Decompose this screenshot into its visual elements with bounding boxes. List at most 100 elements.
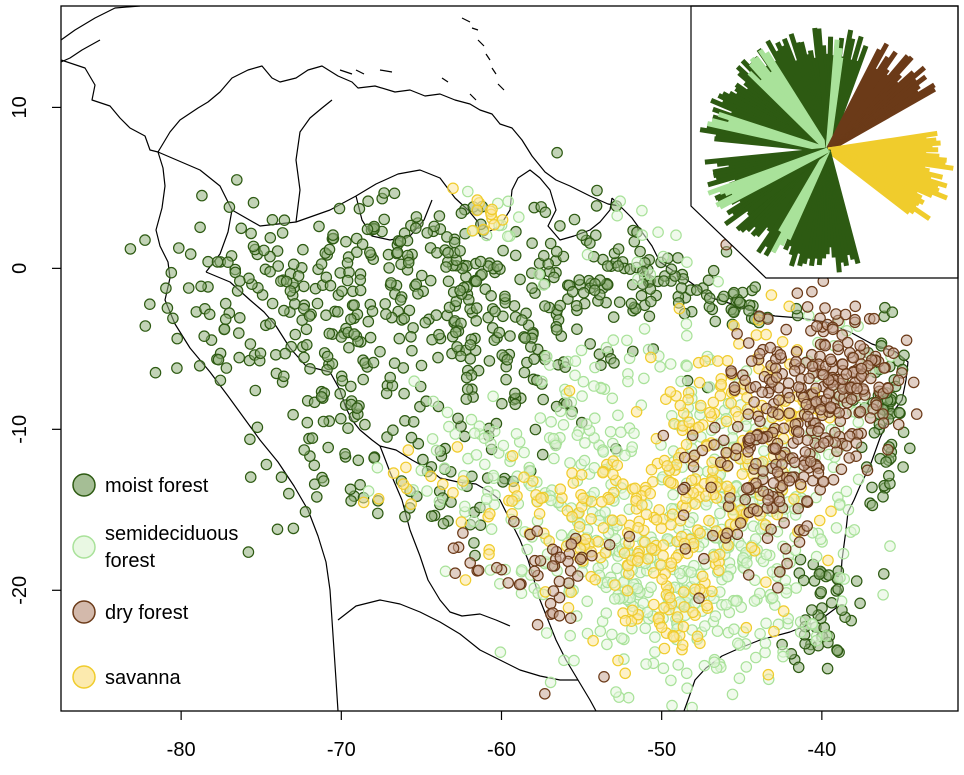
point-moist-forest xyxy=(287,408,299,421)
point-moist-forest xyxy=(340,235,352,248)
point-moist-forest xyxy=(509,249,522,262)
point-savanna xyxy=(664,476,677,489)
point-savanna xyxy=(629,482,641,495)
point-savanna xyxy=(668,631,680,643)
point-semideciduous-forest xyxy=(754,627,766,640)
point-moist-forest xyxy=(334,387,346,400)
point-moist-forest xyxy=(315,258,328,270)
point-moist-forest xyxy=(220,362,233,374)
point-dry-forest xyxy=(767,477,780,489)
point-moist-forest xyxy=(409,222,422,234)
point-moist-forest xyxy=(797,574,810,587)
point-dry-forest xyxy=(531,618,544,631)
point-semideciduous-forest xyxy=(626,441,638,453)
point-semideciduous-forest xyxy=(438,462,451,474)
point-moist-forest xyxy=(537,393,549,406)
point-semideciduous-forest xyxy=(749,651,762,664)
point-moist-forest xyxy=(886,306,899,318)
point-savanna xyxy=(657,549,669,562)
point-dry-forest xyxy=(907,376,920,389)
point-dry-forest xyxy=(769,442,781,455)
point-moist-forest xyxy=(551,146,563,159)
point-dry-forest xyxy=(531,525,543,537)
point-dry-forest xyxy=(851,382,863,395)
point-moist-forest xyxy=(524,341,537,353)
point-dry-forest xyxy=(743,432,756,444)
point-moist-forest xyxy=(341,257,354,269)
point-dry-forest xyxy=(778,517,790,529)
point-moist-forest xyxy=(470,275,483,288)
point-savanna xyxy=(696,570,709,583)
point-savanna xyxy=(822,554,834,567)
point-dry-forest xyxy=(892,418,905,431)
point-moist-forest xyxy=(323,327,336,340)
point-dry-forest xyxy=(850,437,863,449)
point-moist-forest xyxy=(433,210,446,222)
point-moist-forest xyxy=(354,478,366,491)
point-moist-forest xyxy=(393,332,406,345)
point-moist-forest xyxy=(278,304,290,317)
point-moist-forest xyxy=(334,412,347,425)
point-semideciduous-forest xyxy=(540,350,553,363)
point-moist-forest xyxy=(403,304,416,317)
point-moist-forest xyxy=(474,255,487,268)
point-semideciduous-forest xyxy=(680,318,693,330)
point-moist-forest xyxy=(139,320,152,332)
legend-item-moist-forest: moist forest xyxy=(72,473,209,497)
point-savanna xyxy=(682,393,694,406)
point-moist-forest xyxy=(344,483,357,496)
point-moist-forest xyxy=(402,256,415,269)
legend-marker-moist-forest xyxy=(72,473,96,497)
point-moist-forest xyxy=(433,328,445,341)
point-moist-forest xyxy=(247,240,260,253)
point-semideciduous-forest xyxy=(545,415,557,428)
point-dry-forest xyxy=(534,554,547,567)
point-savanna xyxy=(566,467,578,479)
point-savanna xyxy=(405,498,417,510)
point-savanna xyxy=(644,487,656,500)
point-moist-forest xyxy=(500,373,512,386)
point-moist-forest xyxy=(406,344,418,357)
point-moist-forest xyxy=(223,201,236,213)
point-dry-forest xyxy=(753,347,766,360)
point-savanna xyxy=(566,510,578,523)
point-dry-forest xyxy=(801,301,814,313)
point-semideciduous-forest xyxy=(621,334,633,347)
point-moist-forest xyxy=(645,295,657,308)
point-moist-forest xyxy=(588,284,601,296)
point-moist-forest xyxy=(327,229,339,241)
x-tick-label: -80 xyxy=(167,739,196,761)
point-dry-forest xyxy=(742,569,755,581)
point-moist-forest xyxy=(350,246,363,258)
point-semideciduous-forest xyxy=(654,360,666,373)
point-semideciduous-forest xyxy=(709,610,722,622)
point-semideciduous-forest xyxy=(644,268,657,281)
point-semideciduous-forest xyxy=(611,209,623,222)
point-semideciduous-forest xyxy=(720,598,732,611)
point-dry-forest xyxy=(801,410,814,423)
point-moist-forest xyxy=(297,243,309,256)
point-savanna xyxy=(617,478,629,490)
point-semideciduous-forest xyxy=(730,595,742,607)
point-moist-forest xyxy=(613,296,626,308)
point-moist-forest xyxy=(397,362,410,374)
point-moist-forest xyxy=(805,604,818,616)
point-savanna xyxy=(683,416,696,429)
point-savanna xyxy=(554,483,567,495)
point-moist-forest xyxy=(323,243,336,256)
point-moist-forest xyxy=(311,297,324,310)
point-moist-forest xyxy=(362,315,375,328)
caribbean-islands xyxy=(339,17,505,101)
point-savanna xyxy=(671,611,684,623)
point-moist-forest xyxy=(242,546,255,558)
point-moist-forest xyxy=(461,383,474,395)
point-savanna xyxy=(506,449,519,462)
point-dry-forest xyxy=(845,393,858,405)
point-moist-forest xyxy=(634,245,646,258)
point-dry-forest xyxy=(783,391,796,404)
point-semideciduous-forest xyxy=(665,674,677,687)
point-moist-forest xyxy=(212,353,225,366)
point-moist-forest xyxy=(149,366,162,379)
point-savanna xyxy=(666,508,679,520)
point-semideciduous-forest xyxy=(430,444,443,457)
